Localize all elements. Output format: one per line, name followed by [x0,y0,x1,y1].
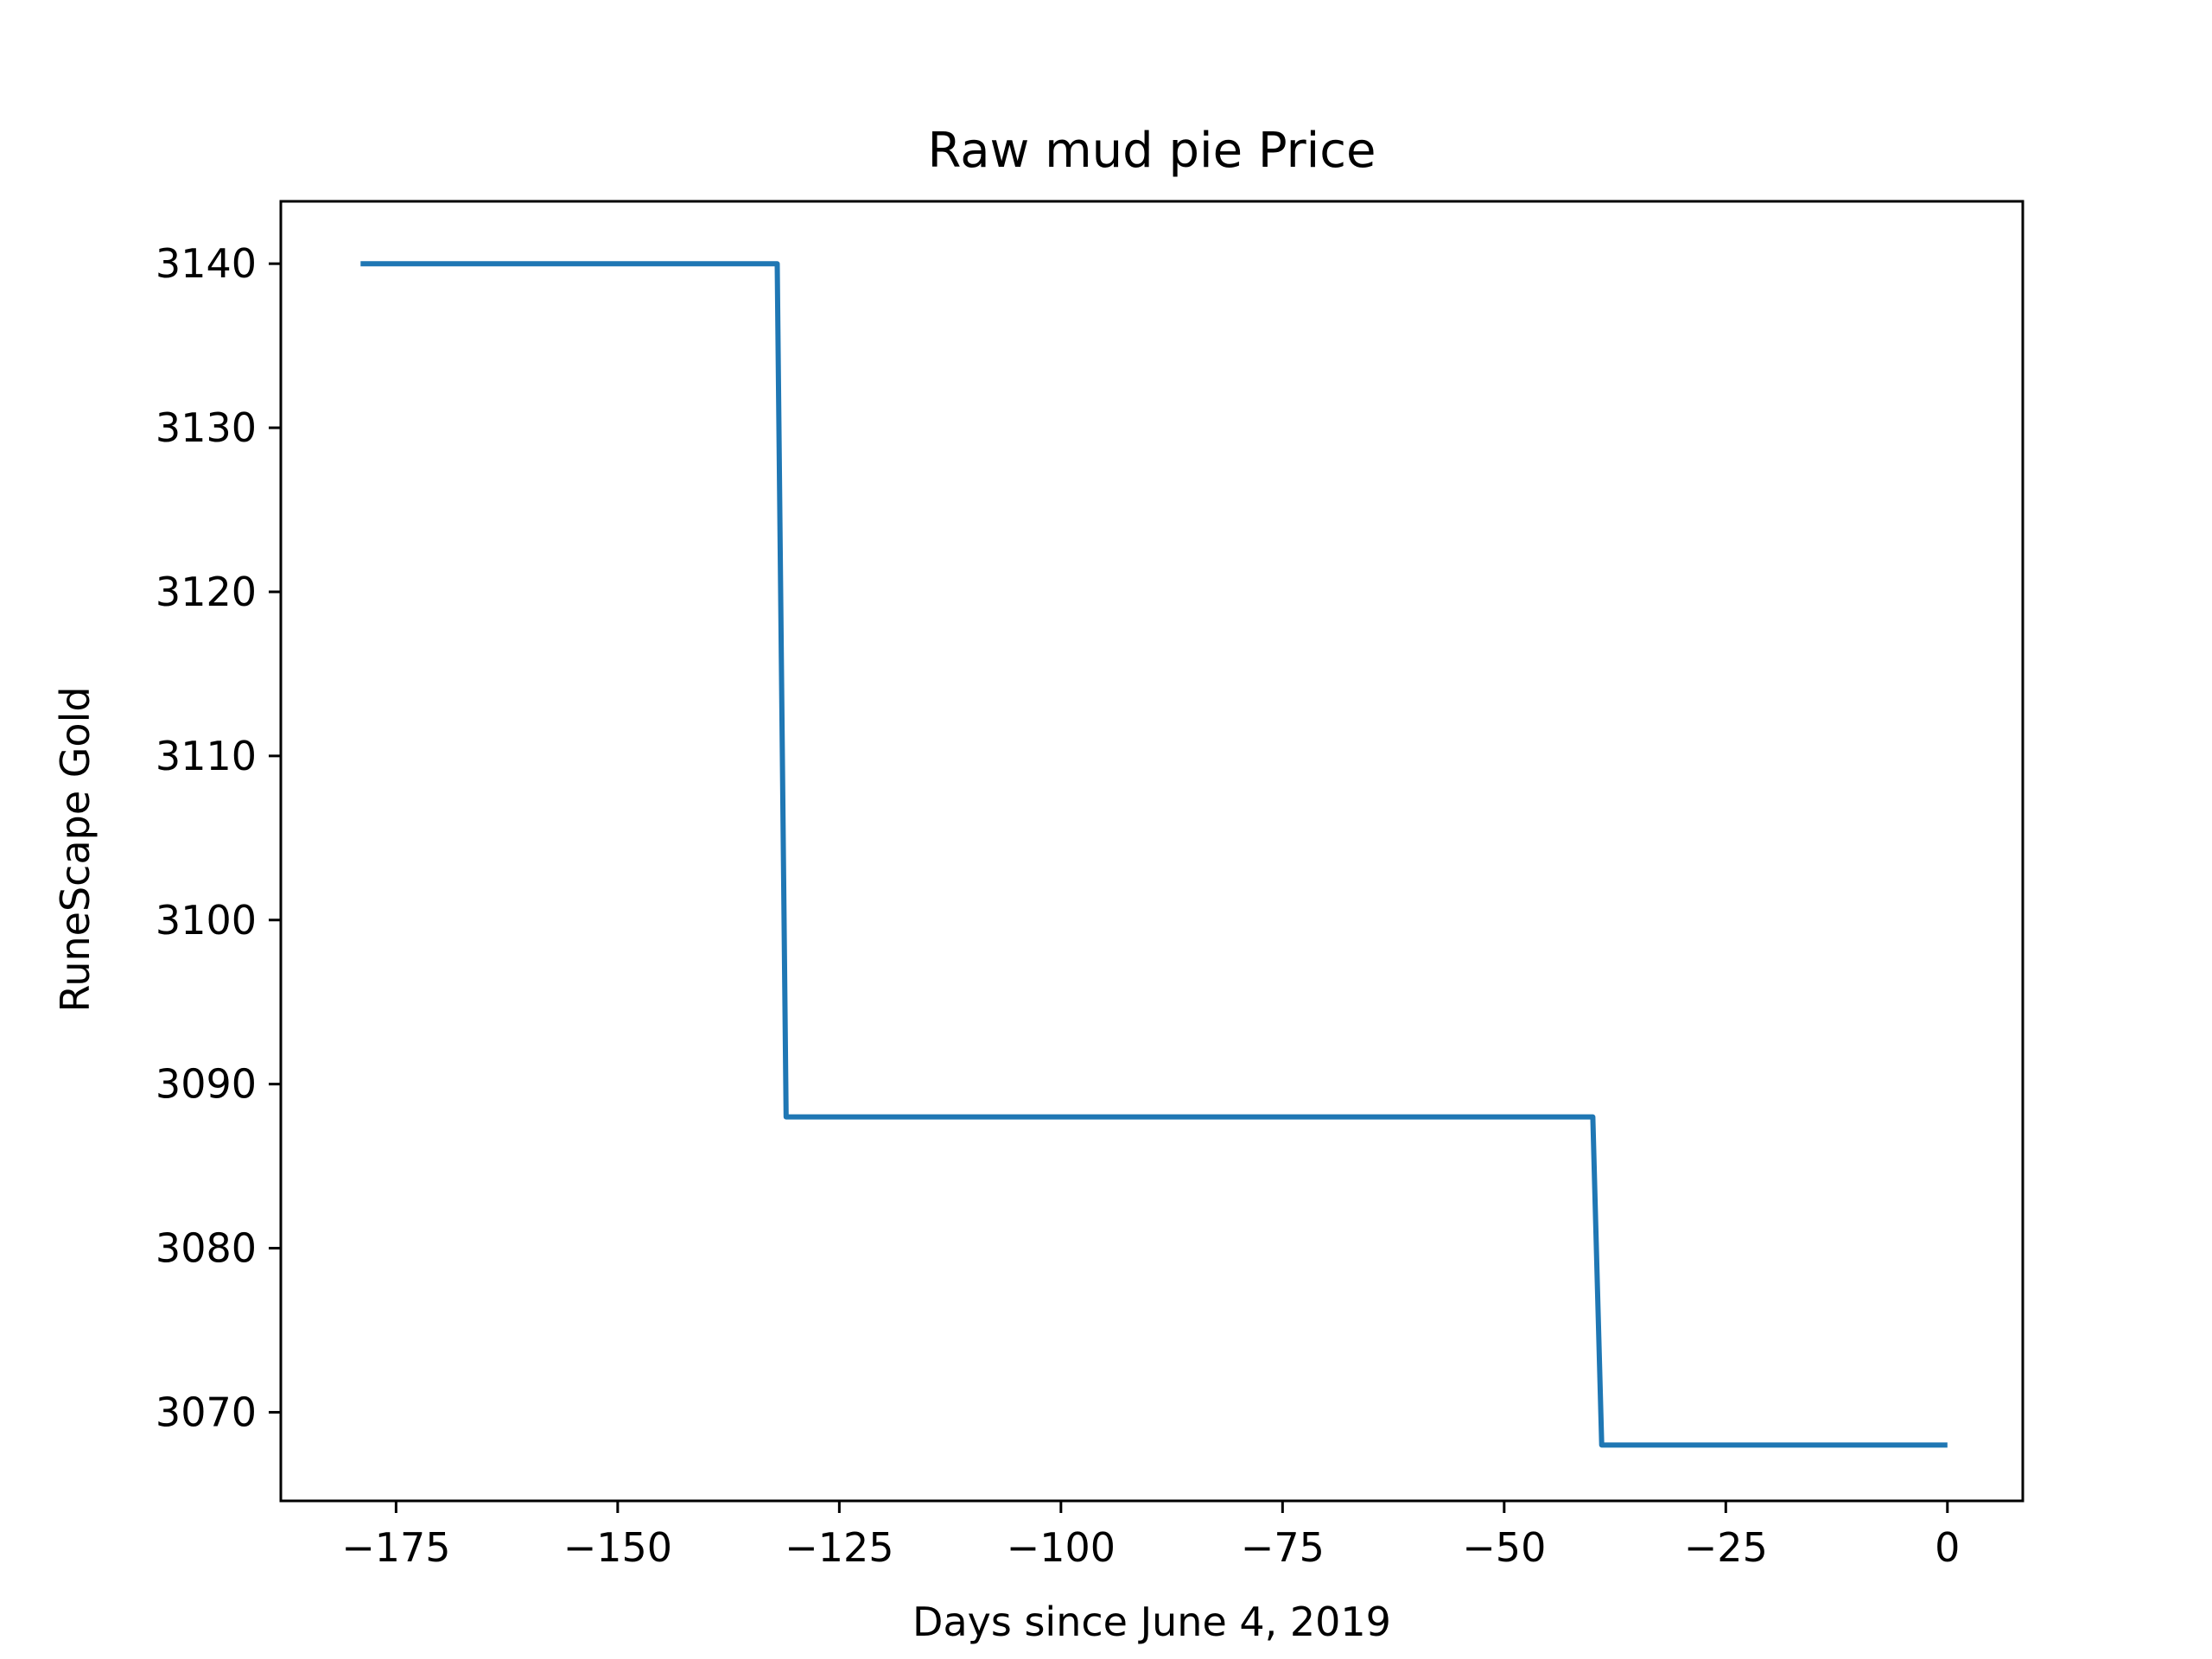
x-tick-label: −100 [1007,1524,1116,1571]
y-tick-label: 3140 [156,240,257,287]
y-tick-label: 3080 [156,1225,257,1272]
y-tick-label: 3130 [156,404,257,451]
x-axis: −175 −150 −125 −100 −75 −50 −25 0 [341,1501,1960,1571]
plot-frame [279,200,2024,1503]
y-tick-label: 3070 [156,1389,257,1435]
x-tick-label: 0 [1935,1524,1960,1571]
x-axis-title: Days since June 4, 2019 [912,1599,1391,1645]
y-tick-label: 3090 [156,1061,257,1108]
x-tick-label: −125 [785,1524,893,1571]
y-axis: 3070 3080 3090 3100 3110 3120 3130 3140 [156,240,281,1435]
x-tick-label: −50 [1462,1524,1546,1571]
y-tick-label: 3120 [156,569,257,615]
y-tick-label: 3110 [156,733,257,779]
y-tick-label: 3100 [156,897,257,944]
chart-title: Raw mud pie Price [928,123,1376,179]
plot-area [360,261,1948,1448]
x-tick-label: −175 [341,1524,450,1571]
x-tick-label: −25 [1684,1524,1768,1571]
y-axis-title: RuneScape Gold [52,686,99,1012]
x-tick-label: −150 [563,1524,672,1571]
price-series-line [360,261,1948,1448]
x-tick-label: −75 [1241,1524,1325,1571]
